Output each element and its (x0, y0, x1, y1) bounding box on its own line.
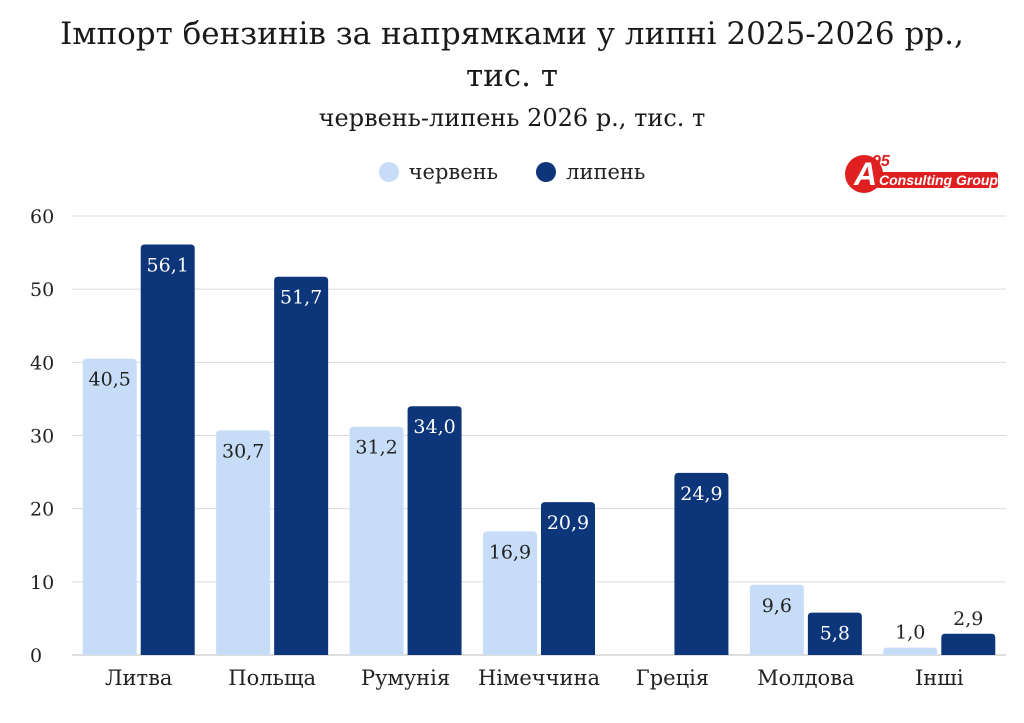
data-label: 20,9 (547, 512, 589, 534)
legend-swatch-july (536, 162, 557, 182)
bar-july (541, 502, 595, 655)
chart-title-line2: тис. т (465, 58, 559, 94)
x-tick-label: Інші (915, 666, 964, 690)
data-label: 2,9 (953, 608, 983, 630)
data-label: 1,0 (895, 622, 925, 644)
x-tick-label: Німеччина (478, 666, 600, 690)
y-tick-label: 30 (30, 426, 54, 448)
legend-item-june: червень (378, 160, 499, 184)
logo: A 95 Consulting Group (845, 153, 998, 193)
legend-swatch-june (378, 162, 399, 182)
data-label: 5,8 (820, 623, 850, 645)
data-label: 9,6 (762, 595, 792, 617)
bar-june (216, 430, 271, 655)
logo-superscript: 95 (872, 153, 891, 170)
bar-june (349, 426, 404, 655)
chart-title-line1: Імпорт бензинів за напрямками у липні 20… (60, 16, 964, 52)
legend: червень липень (0, 160, 1024, 184)
bar-july (274, 276, 329, 655)
bar-june (749, 584, 804, 655)
data-label: 51,7 (280, 287, 322, 309)
x-tick-label: Польща (228, 666, 316, 690)
data-label: 31,2 (355, 437, 397, 459)
bar-july (941, 633, 996, 655)
legend-label-july: липень (566, 160, 646, 184)
y-tick-label: 20 (30, 499, 54, 521)
data-label: 16,9 (489, 541, 531, 563)
y-tick-label: 40 (30, 352, 54, 374)
y-tick-label: 0 (30, 645, 42, 667)
logo-mark: A (853, 156, 877, 192)
x-tick-label: Молдова (757, 666, 854, 690)
logo-circle (845, 155, 883, 193)
y-tick-label: 60 (30, 206, 54, 228)
bar-july (407, 406, 462, 655)
logo-text: Consulting Group (879, 172, 998, 188)
chart-subtitle: червень-липень 2026 р., тис. т (318, 104, 706, 132)
legend-label-june: червень (408, 160, 499, 184)
y-tick-label: 10 (30, 572, 54, 594)
bar-july (674, 472, 729, 655)
x-tick-label: Греція (636, 666, 709, 690)
legend-item-july: липень (536, 160, 645, 184)
x-tick-label: Литва (105, 666, 172, 690)
logo-banner (876, 172, 998, 188)
bar-june (483, 531, 537, 655)
bar-july (140, 244, 195, 655)
bar-june (82, 358, 137, 655)
y-tick-label: 50 (30, 279, 54, 301)
data-label: 56,1 (147, 255, 189, 277)
data-label: 24,9 (680, 483, 722, 505)
data-label: 30,7 (222, 440, 264, 462)
data-label: 40,5 (89, 369, 131, 391)
data-label: 34,0 (413, 416, 455, 438)
x-tick-label: Румунія (361, 666, 450, 690)
bar-june (883, 647, 938, 655)
bar-july (807, 612, 862, 655)
